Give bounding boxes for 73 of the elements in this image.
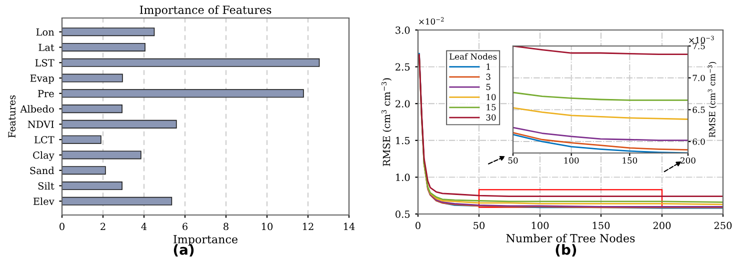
x-axis-title: Number of Tree Nodes	[506, 234, 635, 242]
y-tick-label: Elev	[33, 197, 54, 205]
bar	[62, 104, 122, 114]
x-tick-label: 50	[474, 222, 485, 230]
bar	[62, 135, 102, 144]
y-axis-title: RMSE (cm$^{3}$ cm$^{−3}$)	[708, 62, 716, 138]
line-series	[513, 107, 688, 120]
x-tick-label: 100	[564, 157, 579, 164]
y-tick-label: Evap	[30, 74, 54, 84]
y-tick-label: LCT	[34, 136, 54, 144]
x-tick-label: 150	[622, 157, 638, 164]
y-tick-label: Albedo	[20, 105, 54, 113]
y-tick-label: 1.5	[396, 136, 410, 144]
text: ×10$^{−2}$	[419, 17, 444, 25]
y-tick-label: 7.0	[692, 74, 705, 82]
x-tick-label: 4	[141, 222, 147, 230]
x-tick-label: 6	[182, 222, 188, 230]
bar	[62, 181, 122, 190]
y-tick-label: 3.0	[396, 26, 410, 34]
x-tick-label: 0	[60, 222, 64, 230]
bar	[62, 120, 177, 128]
y-tick-label: Lon	[36, 28, 54, 36]
x-tick-label: 250	[714, 222, 732, 230]
bar	[62, 28, 155, 36]
y-axis-title: RMSE (cm$^{3}$ cm$^{−3}$)	[381, 78, 392, 166]
line-series	[513, 126, 688, 141]
text: (a)	[174, 244, 194, 257]
legend-label: 30	[486, 114, 496, 121]
text: (b)	[556, 244, 576, 257]
bar	[62, 42, 146, 52]
x-tick-label: 0	[416, 222, 420, 230]
y-tick-label: 6.0	[692, 138, 705, 145]
x-tick-label: 12	[303, 222, 314, 230]
line-series	[423, 163, 723, 206]
annotation: ×10$^{−3}$	[689, 36, 714, 44]
line-series	[513, 92, 688, 101]
y-tick-label: 1.0	[396, 174, 410, 182]
bar	[62, 196, 172, 206]
bar	[62, 150, 142, 160]
chart-title: Importance of Features	[140, 5, 272, 16]
y-tick-label: Sand	[30, 166, 54, 174]
y-tick-label: Silt	[38, 182, 54, 190]
y-tick-label: NDVI	[28, 120, 54, 128]
legend-label: 5	[486, 84, 490, 90]
x-tick-label: 14	[344, 222, 355, 230]
y-tick-label: 2.0	[396, 100, 410, 108]
y-tick-label: Clay	[33, 151, 54, 161]
y-axis-title: Features	[8, 95, 16, 138]
legend-label: 15	[486, 104, 496, 110]
x-tick-label: 8	[224, 222, 228, 230]
x-axis-title: Importance	[174, 235, 238, 246]
x-tick-label: 200	[680, 157, 696, 164]
x-tick-label: 50	[508, 157, 518, 164]
y-tick-label: 0.5	[396, 210, 410, 218]
y-tick-label: Pre	[38, 90, 54, 98]
bar	[62, 166, 106, 175]
x-tick-label: 2	[100, 222, 106, 230]
x-tick-label: 200	[653, 222, 671, 230]
legend-title: Leaf Nodes	[450, 53, 497, 60]
y-tick-label: 6.5	[692, 106, 705, 113]
legend-label: 1	[486, 64, 490, 70]
bar	[62, 74, 123, 82]
y-tick-label: 7.5	[692, 43, 705, 50]
y-tick-label: Lat	[38, 44, 54, 52]
y-tick-label: LST	[35, 59, 54, 66]
y-tick-label: 2.5	[396, 63, 410, 71]
legend-label: 10	[486, 94, 496, 100]
x-tick-label: 100	[532, 222, 549, 230]
x-tick-label: 10	[262, 222, 273, 230]
legend-label: 3	[486, 74, 490, 80]
bar	[62, 58, 320, 67]
x-tick-label: 150	[592, 222, 610, 230]
bar	[62, 89, 304, 98]
